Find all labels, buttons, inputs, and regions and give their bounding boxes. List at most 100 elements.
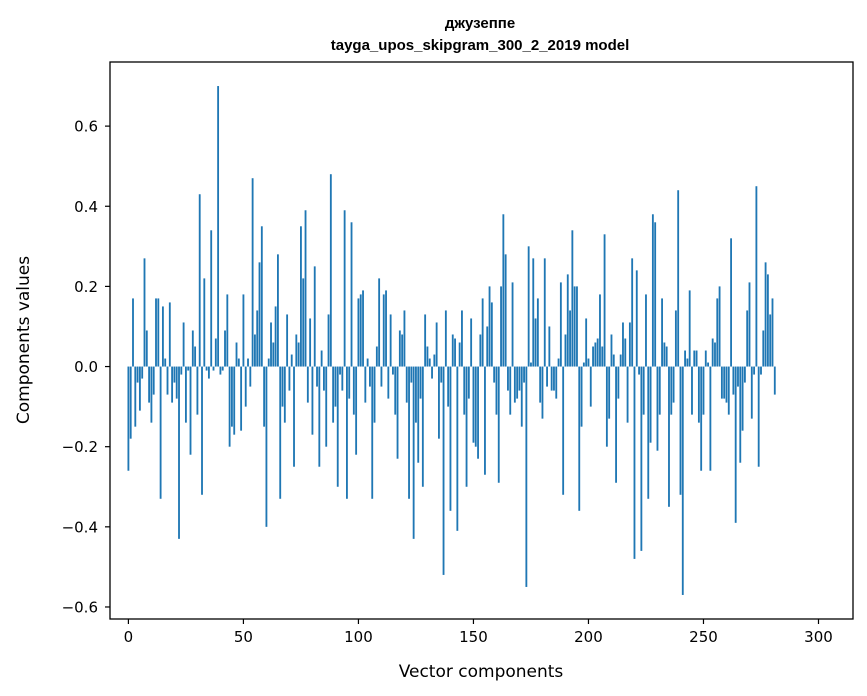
- bar: [622, 322, 624, 367]
- bar: [734, 366, 737, 523]
- bar: [164, 358, 167, 367]
- bar: [603, 234, 606, 367]
- bar: [523, 366, 525, 383]
- bar: [320, 350, 323, 367]
- bar: [279, 366, 282, 499]
- bar: [221, 366, 224, 371]
- bar: [438, 366, 440, 439]
- bar: [143, 258, 146, 367]
- bar: [403, 310, 406, 367]
- bar: [677, 190, 680, 367]
- bar: [435, 322, 438, 367]
- bar: [127, 366, 130, 471]
- bar: [382, 294, 385, 367]
- bar: [302, 278, 305, 367]
- x-tick-label: 300: [804, 628, 833, 646]
- bar: [594, 342, 597, 367]
- bar: [424, 314, 427, 367]
- bar: [148, 366, 151, 403]
- bar: [329, 174, 332, 367]
- bar: [336, 366, 339, 487]
- bar: [536, 298, 539, 367]
- bar: [440, 366, 443, 383]
- bar: [520, 366, 523, 427]
- bar: [161, 306, 164, 367]
- bar: [168, 302, 171, 367]
- bar: [679, 366, 682, 495]
- chart-title: джузеппе: [445, 15, 515, 32]
- bar: [725, 366, 728, 403]
- bar: [171, 366, 174, 403]
- bar: [605, 366, 608, 447]
- bar: [175, 366, 178, 399]
- bar: [258, 262, 261, 367]
- bar: [421, 366, 424, 487]
- bar: [691, 366, 693, 415]
- bar: [550, 366, 553, 391]
- bar: [385, 290, 387, 367]
- bar: [240, 366, 243, 431]
- bar: [306, 366, 309, 403]
- bar: [628, 322, 631, 367]
- bar: [224, 330, 226, 367]
- bar: [743, 366, 746, 383]
- bar: [247, 358, 249, 367]
- bar: [516, 366, 519, 399]
- bar: [159, 366, 162, 499]
- bar: [617, 366, 620, 399]
- bar: [771, 298, 774, 367]
- bar: [656, 366, 659, 451]
- bar: [513, 366, 516, 403]
- bar: [753, 366, 756, 375]
- bar: [316, 366, 318, 387]
- bar: [290, 354, 293, 367]
- bar: [254, 334, 256, 367]
- bar: [714, 342, 716, 367]
- bar: [711, 338, 714, 367]
- y-tick-label: 0.6: [74, 118, 98, 136]
- bar: [458, 342, 461, 367]
- bar: [582, 362, 585, 367]
- bar: [408, 366, 410, 499]
- bar: [684, 350, 686, 367]
- bar: [249, 366, 252, 387]
- bar: [746, 310, 749, 367]
- y-axis-label: Components values: [14, 256, 34, 424]
- bar: [511, 282, 514, 367]
- bar: [564, 334, 567, 367]
- bar: [219, 366, 222, 375]
- bar: [700, 366, 703, 471]
- bar: [642, 366, 645, 415]
- bar: [559, 282, 562, 367]
- bar: [748, 282, 751, 367]
- bar: [138, 366, 141, 411]
- bar: [647, 366, 650, 499]
- bar: [474, 366, 477, 447]
- bar: [155, 298, 157, 367]
- bar: [534, 318, 537, 367]
- bar: [205, 366, 208, 371]
- bar: [431, 366, 433, 379]
- bar: [486, 326, 489, 367]
- bar: [442, 366, 445, 575]
- bar: [497, 366, 500, 483]
- bar: [196, 366, 199, 415]
- bar: [226, 294, 229, 367]
- bar: [286, 314, 289, 367]
- y-tick-label: −0.6: [62, 598, 98, 616]
- bar: [681, 366, 684, 595]
- bar: [323, 366, 325, 391]
- bar: [212, 366, 215, 371]
- bar: [465, 366, 468, 487]
- bar: [610, 334, 613, 367]
- x-tick-label: 200: [574, 628, 603, 646]
- bar: [417, 366, 420, 463]
- bar: [707, 362, 709, 367]
- bar: [661, 298, 663, 367]
- bar: [389, 314, 392, 367]
- bar: [635, 270, 638, 367]
- bar: [672, 366, 675, 403]
- bar: [578, 366, 581, 511]
- bar: [244, 366, 247, 407]
